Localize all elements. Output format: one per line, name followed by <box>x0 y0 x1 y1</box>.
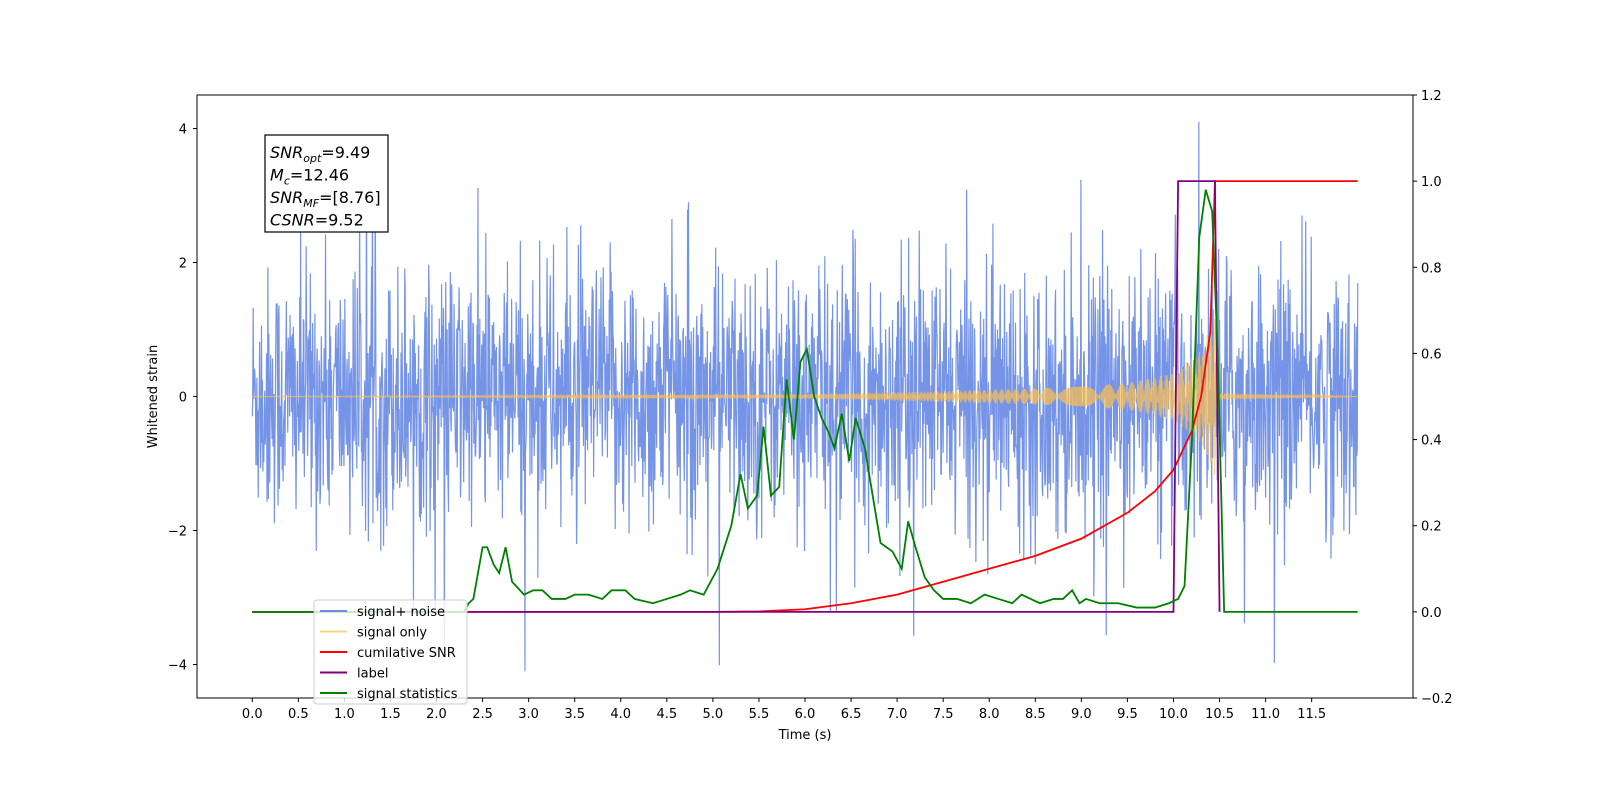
x-tick-label: 5.5 <box>749 707 770 722</box>
y-right-tick-label: 1.0 <box>1421 175 1442 190</box>
x-tick-label: 3.5 <box>564 707 585 722</box>
y-axis-right: −0.2 0.0 0.2 0.4 0.6 0.8 1.0 1.2 <box>1413 89 1453 707</box>
y-right-tick-label: 0.8 <box>1421 261 1442 276</box>
y-right-tick-label: 1.2 <box>1421 89 1442 104</box>
legend-box <box>313 599 468 705</box>
x-tick-label: 8.5 <box>1025 707 1046 722</box>
y-left-tick-label: 2 <box>179 257 187 272</box>
series-line-cumilative-snr <box>252 180 1358 613</box>
annotation-box <box>264 134 389 233</box>
y-right-tick-label: 0.4 <box>1421 434 1442 449</box>
x-tick-label: 4.5 <box>656 707 677 722</box>
x-tick-label: 3.0 <box>518 707 539 722</box>
y-axis-left: −4 −2 0 2 4 <box>168 123 197 674</box>
x-tick-label: 7.0 <box>887 707 908 722</box>
x-tick-label: 0.0 <box>242 707 263 722</box>
x-tick-label: 6.5 <box>841 707 862 722</box>
legend-entry: signal statistics <box>357 687 458 702</box>
x-tick-label: 11.0 <box>1251 707 1280 722</box>
legend-entry: label <box>357 667 388 682</box>
x-tick-label: 7.5 <box>933 707 954 722</box>
legend-entry: signal only <box>357 626 427 641</box>
annotation-line: SNRMF=[8.76] <box>270 188 381 210</box>
x-tick-label: 2.5 <box>472 707 493 722</box>
x-tick-label: 10.5 <box>1205 707 1234 722</box>
y-right-tick-label: −0.2 <box>1421 692 1453 707</box>
y-axis-label-left: Whitened strain <box>146 345 161 448</box>
series-line-signal-only <box>252 318 1358 475</box>
y-left-tick-label: −4 <box>168 659 187 674</box>
series-line-signal-statistics <box>252 189 1358 613</box>
x-tick-label: 10.0 <box>1159 707 1188 722</box>
x-tick-label: 6.0 <box>795 707 816 722</box>
legend: signal+ noise signal only cumilative SNR la… <box>313 599 468 705</box>
y-right-tick-label: 0.6 <box>1421 347 1442 362</box>
x-tick-label: 1.0 <box>334 707 355 722</box>
plot-area <box>251 121 1359 672</box>
x-axis-label: Time (s) <box>778 728 832 743</box>
x-tick-label: 9.5 <box>1117 707 1138 722</box>
x-tick-label: 8.0 <box>979 707 1000 722</box>
y-left-tick-label: 4 <box>179 123 187 138</box>
x-tick-label: 0.5 <box>288 707 309 722</box>
y-right-tick-label: 0.0 <box>1421 606 1442 621</box>
series-line-signal-noise <box>251 121 1359 672</box>
y-right-tick-label: 0.2 <box>1421 520 1442 535</box>
annotation-line: Mc=12.46 <box>270 166 349 188</box>
x-tick-label: 11.5 <box>1297 707 1326 722</box>
x-tick-label: 9.0 <box>1071 707 1092 722</box>
x-tick-label: 4.0 <box>610 707 631 722</box>
legend-entry: cumilative SNR <box>357 646 456 661</box>
x-tick-label: 5.0 <box>703 707 724 722</box>
x-tick-label: 2.0 <box>426 707 447 722</box>
y-left-tick-label: −2 <box>168 525 187 540</box>
legend-entry: signal+ noise <box>357 605 445 620</box>
annotation-line: SNRopt=9.49 <box>270 143 370 165</box>
x-tick-label: 1.5 <box>380 707 401 722</box>
annotation-line: CSNR=9.52 <box>270 211 364 230</box>
x-axis: 0.0 0.5 1.0 1.5 2.0 2.5 3.0 3.5 4.0 4.5 5.0 5.5 6.0 6… <box>242 698 1326 722</box>
y-left-tick-label: 0 <box>179 391 187 406</box>
